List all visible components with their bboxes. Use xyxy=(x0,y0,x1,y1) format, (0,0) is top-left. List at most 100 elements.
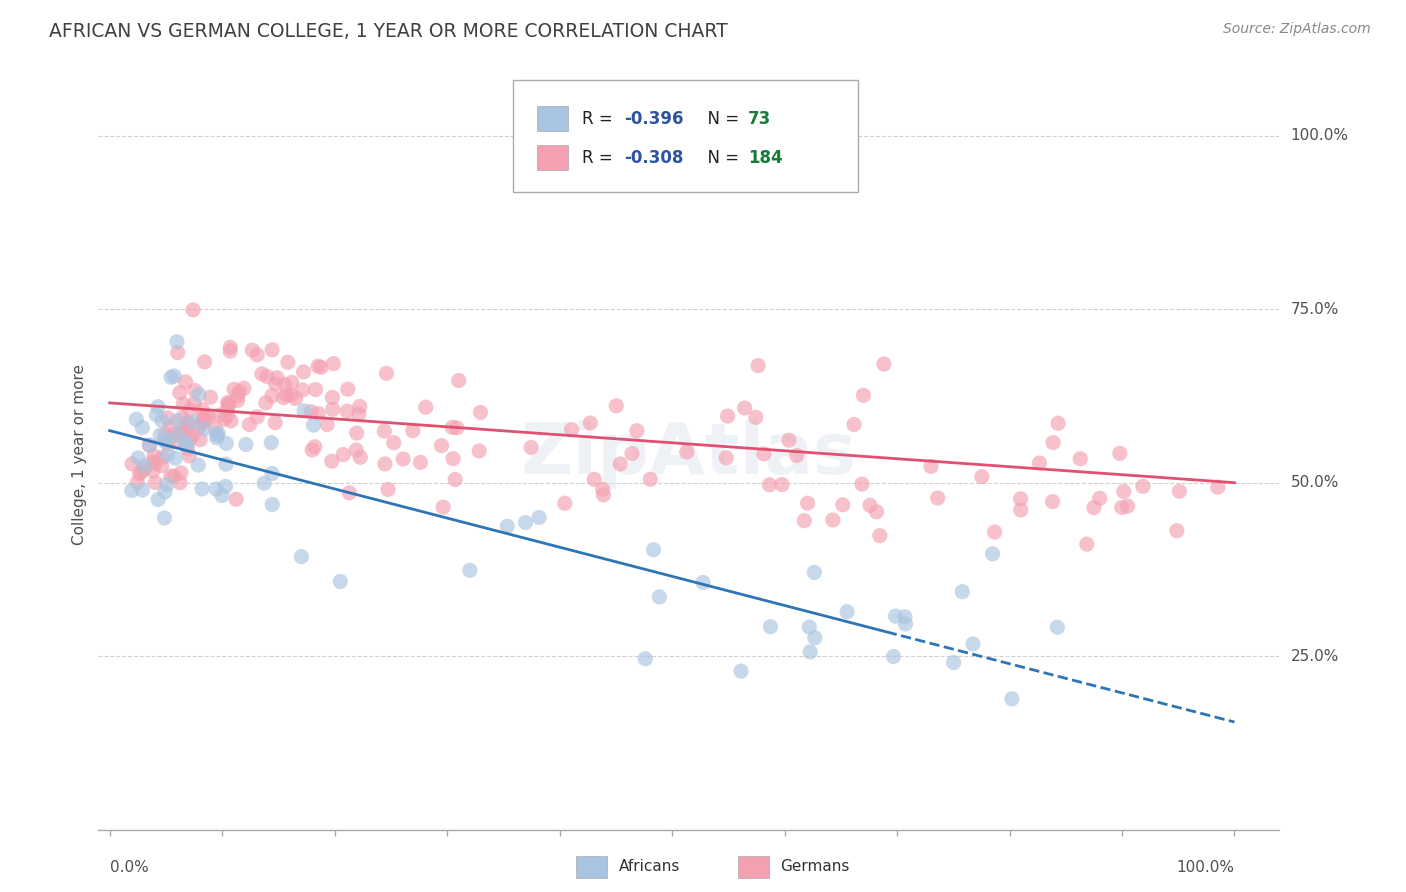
Point xyxy=(304,383,326,397)
Point xyxy=(346,425,368,440)
Point xyxy=(274,377,297,392)
Point xyxy=(592,483,614,497)
Point xyxy=(873,357,896,371)
Point xyxy=(770,477,793,491)
Point xyxy=(156,437,179,451)
Point xyxy=(163,368,186,383)
Point xyxy=(184,384,207,398)
Point xyxy=(169,475,191,490)
Point xyxy=(882,649,904,664)
Point xyxy=(441,420,464,434)
Point xyxy=(337,486,360,500)
Point xyxy=(734,401,756,415)
Point xyxy=(927,491,949,505)
Point xyxy=(638,472,661,486)
Point xyxy=(277,355,299,369)
Point xyxy=(253,476,276,491)
Point xyxy=(179,403,201,417)
Point xyxy=(134,461,156,475)
Point xyxy=(163,469,186,483)
Point xyxy=(143,449,166,463)
Text: -0.396: -0.396 xyxy=(624,110,683,128)
Point xyxy=(219,340,242,354)
Point xyxy=(322,357,344,371)
Point xyxy=(799,620,821,634)
Point xyxy=(382,435,405,450)
Point xyxy=(444,473,467,487)
Point xyxy=(852,388,875,402)
Point xyxy=(1168,484,1191,499)
Point xyxy=(349,400,371,414)
Point xyxy=(172,425,194,439)
Point xyxy=(260,389,283,403)
Point xyxy=(121,457,143,471)
Point xyxy=(172,411,194,425)
Point xyxy=(831,498,853,512)
Point xyxy=(527,510,550,524)
Point xyxy=(152,434,174,448)
Point xyxy=(207,426,229,441)
Point xyxy=(183,427,205,442)
Point xyxy=(432,500,454,515)
Point xyxy=(983,524,1005,539)
Point xyxy=(675,445,697,459)
Point xyxy=(159,419,181,434)
Point xyxy=(276,388,298,402)
Point xyxy=(321,391,343,405)
Point xyxy=(246,409,269,424)
Point xyxy=(153,511,176,525)
Point xyxy=(859,498,882,512)
Point xyxy=(865,505,887,519)
Point xyxy=(447,374,470,388)
Point xyxy=(266,371,288,385)
Point xyxy=(214,479,236,493)
Point xyxy=(752,447,775,461)
Point xyxy=(280,376,302,390)
Point xyxy=(187,387,209,401)
Point xyxy=(592,488,614,502)
Point xyxy=(143,475,166,490)
Point xyxy=(181,302,204,317)
Point xyxy=(193,355,215,369)
Point xyxy=(134,458,156,473)
Point xyxy=(496,519,519,533)
Point xyxy=(1111,500,1133,515)
Point xyxy=(217,395,239,409)
Point xyxy=(796,496,818,510)
Point xyxy=(374,457,396,471)
Y-axis label: College, 1 year or more: College, 1 year or more xyxy=(72,365,87,545)
Point xyxy=(214,412,236,426)
Point xyxy=(131,420,153,434)
Point xyxy=(200,390,222,404)
Point xyxy=(204,421,226,435)
Point xyxy=(292,404,315,418)
Point xyxy=(468,444,491,458)
Text: R =: R = xyxy=(582,110,619,128)
Point xyxy=(950,584,973,599)
Point xyxy=(170,466,193,480)
Point xyxy=(155,434,177,448)
Point xyxy=(138,438,160,452)
Point xyxy=(156,477,179,491)
Point xyxy=(747,359,769,373)
Point xyxy=(336,382,359,396)
Point xyxy=(316,417,339,432)
Point xyxy=(446,421,468,435)
Point xyxy=(1028,456,1050,470)
Point xyxy=(260,467,283,481)
Point xyxy=(970,469,993,483)
Point xyxy=(583,472,606,486)
Point xyxy=(128,467,150,481)
Point xyxy=(166,345,188,359)
Point xyxy=(150,414,173,428)
Point xyxy=(344,443,367,458)
Point xyxy=(195,409,218,424)
Point xyxy=(803,566,825,580)
Point xyxy=(191,402,214,417)
Text: 100.0%: 100.0% xyxy=(1177,860,1234,875)
Text: N =: N = xyxy=(697,149,745,167)
Point xyxy=(301,443,323,458)
Point xyxy=(146,492,169,507)
Point xyxy=(152,450,174,465)
Point xyxy=(515,516,537,530)
